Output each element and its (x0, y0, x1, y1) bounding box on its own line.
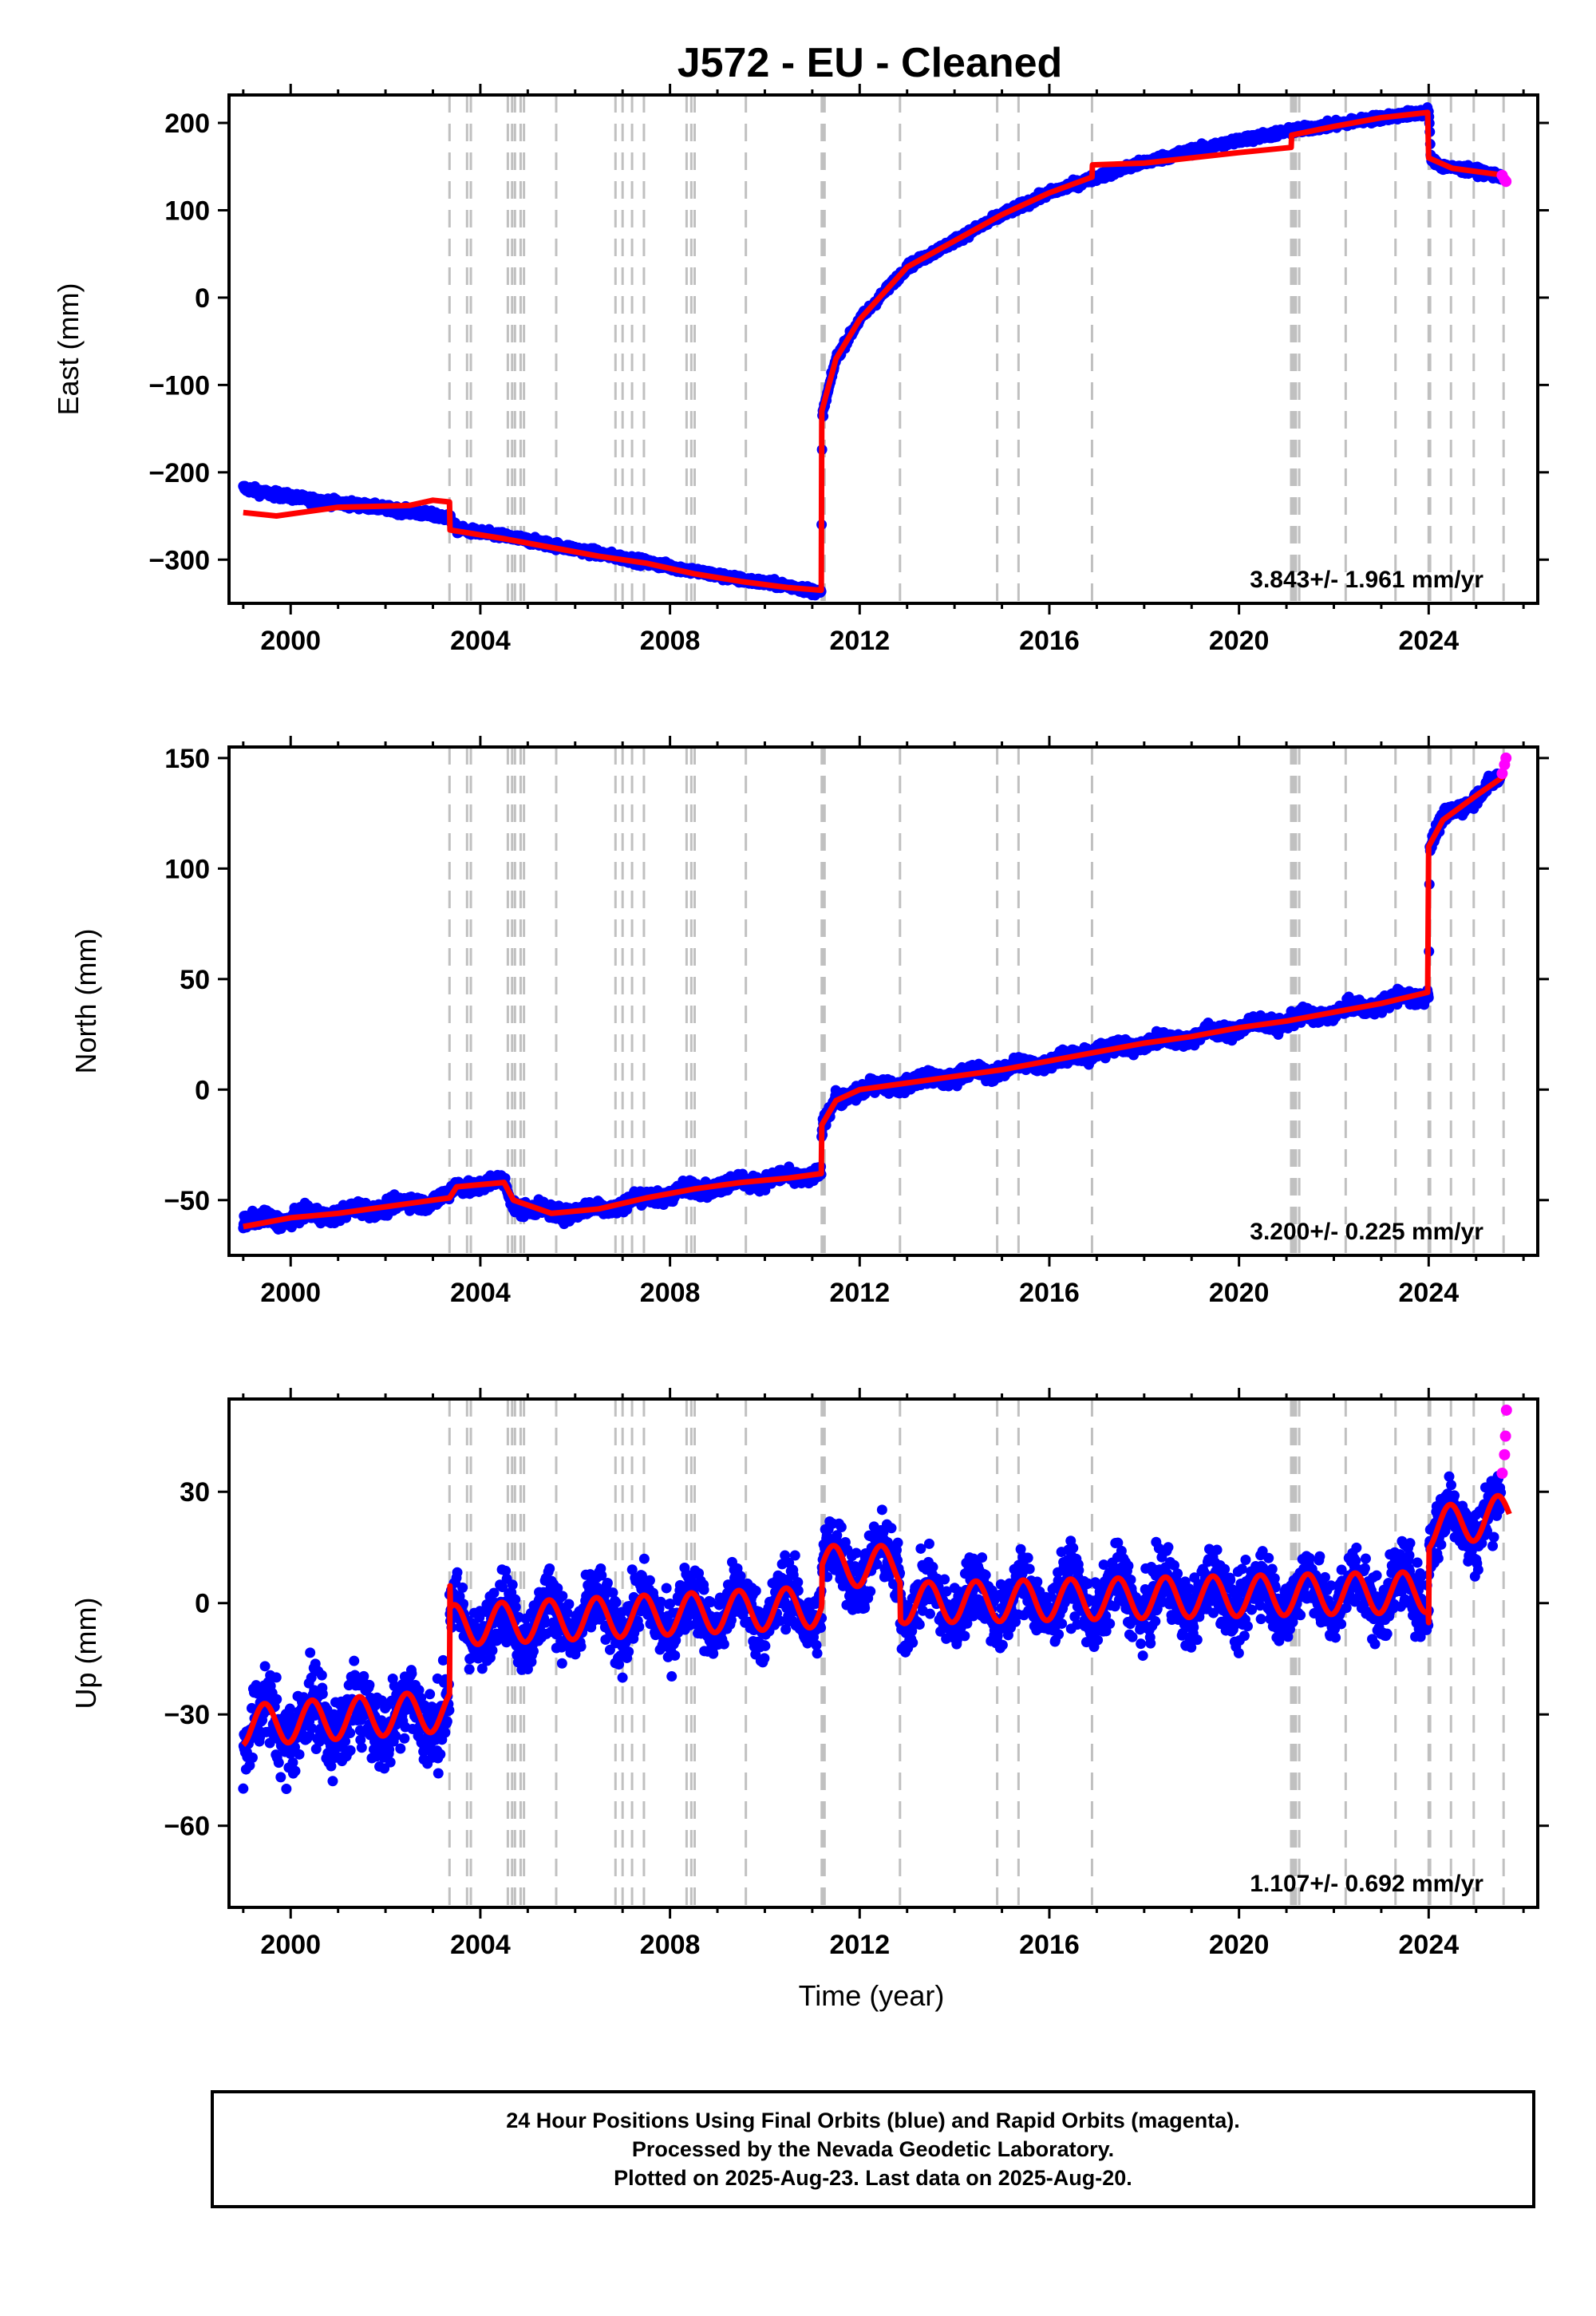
x-tick-label: 2008 (640, 626, 701, 656)
y-tick-label: 100 (164, 196, 210, 226)
east-y-axis-label: East (mm) (52, 283, 85, 416)
x-tick-label: 2024 (1399, 626, 1460, 656)
north-panel: 2000 2004 2008 2012 2016 2020 2024−50050100150… (69, 736, 1549, 1308)
east-panel: 2000 2004 2008 2012 2016 2020 2024−300−200−100… (52, 84, 1549, 656)
y-tick-label: −100 (148, 370, 210, 401)
x-tick-label: 2012 (829, 626, 890, 656)
y-tick-label: −200 (148, 458, 210, 488)
x-tick-label: 2004 (450, 626, 511, 656)
east-frame (227, 93, 1539, 605)
y-tick-label: 200 (164, 109, 210, 139)
east-rate-label: 3.843+/- 1.961 mm/yr (1250, 567, 1483, 593)
panels: 2000 2004 2008 2012 2016 2020 2024−300−200−100… (52, 84, 1549, 1960)
x-tick-label: 2016 (1019, 626, 1080, 656)
x-tick-label: 2000 (260, 626, 321, 656)
north-plot-area (238, 747, 1512, 1255)
y-tick-label: −300 (148, 545, 210, 575)
chart-title: J572 - EU - Cleaned (678, 40, 1063, 86)
rapid-orbit-point (1500, 176, 1512, 188)
east-model-curve (243, 109, 1505, 594)
east-plot-area (238, 95, 1512, 603)
x-tick-label: 2020 (1209, 626, 1270, 656)
y-tick-label: 0 (195, 283, 210, 314)
